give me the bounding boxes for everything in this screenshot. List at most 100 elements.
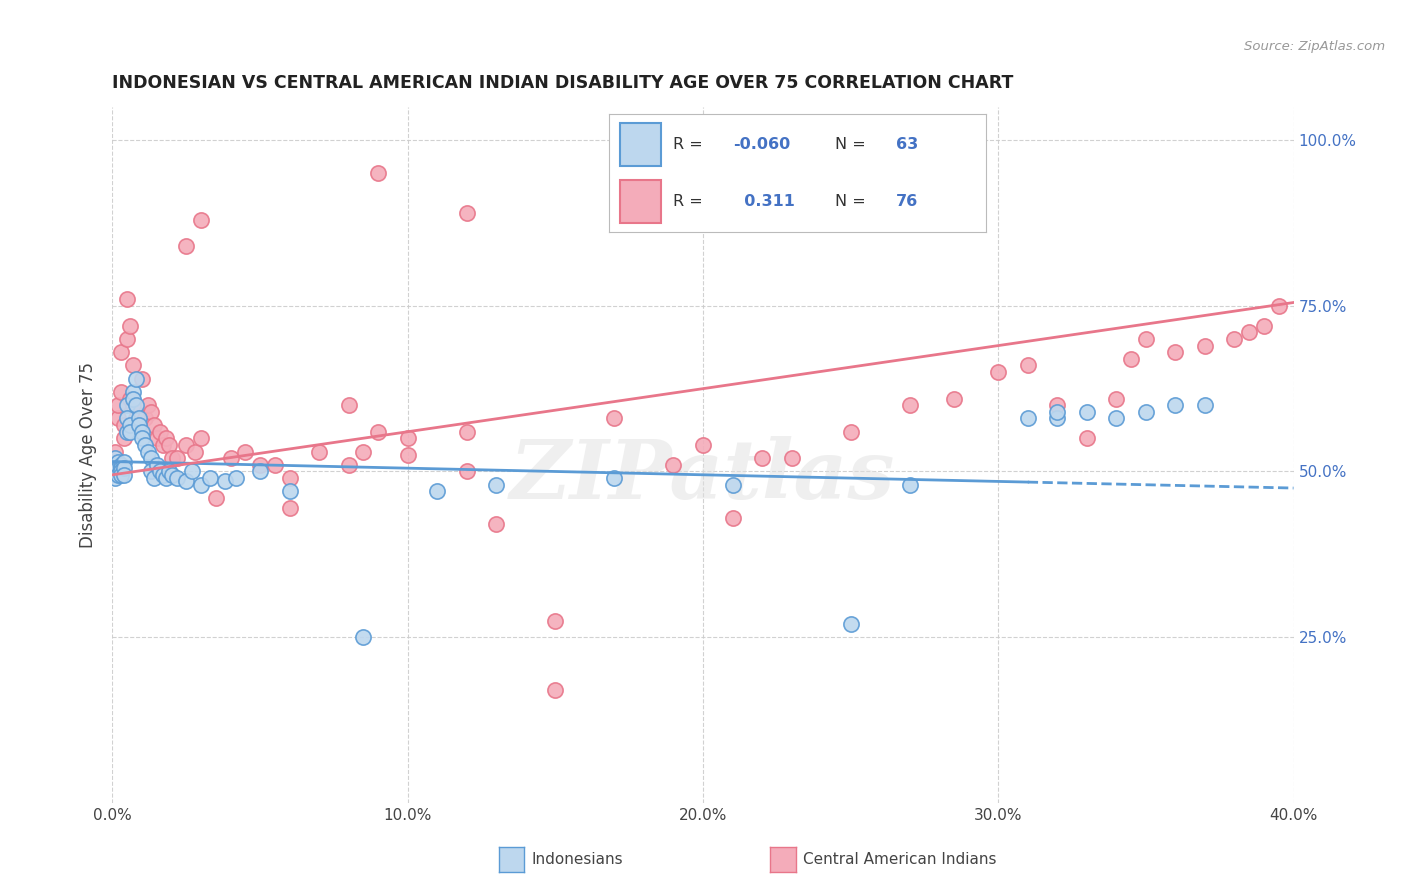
Point [249,458,271,472]
Point [117,411,138,425]
Point [125,411,148,425]
Point [485,477,508,491]
Point [160,451,183,466]
Point [146,431,169,445]
Point [205,491,228,505]
Point [1017,359,1039,373]
Point [149,425,172,439]
Point [107,398,129,412]
Point [1223,332,1246,346]
Point [278,500,301,515]
Point [1239,326,1261,340]
Point [278,484,301,499]
Point [190,477,212,491]
Point [117,398,138,412]
Point [662,458,685,472]
Point [122,359,145,373]
Point [1046,405,1069,419]
Point [225,471,247,485]
Point [125,372,148,386]
Point [120,425,142,439]
Point [942,392,965,406]
Point [396,448,419,462]
Point [367,166,389,180]
Point [367,425,389,439]
Point [898,477,921,491]
Point [249,465,271,479]
Text: ZIPatlas: ZIPatlas [510,436,896,516]
Point [120,418,142,433]
Point [117,332,138,346]
Point [190,431,212,445]
Text: Indonesians: Indonesians [531,853,623,867]
Point [128,411,150,425]
Point [166,451,188,466]
Point [987,365,1010,379]
Point [544,614,567,628]
Point [131,431,153,445]
Point [1164,398,1187,412]
Point [1076,431,1098,445]
Point [190,212,212,227]
Point [107,465,129,479]
Point [1046,411,1069,425]
Point [110,345,132,359]
Point [104,451,127,466]
Point [122,392,145,406]
Point [110,384,132,399]
Point [131,372,153,386]
Point [152,438,174,452]
Point [128,418,150,433]
Point [160,467,183,482]
Point [112,454,135,468]
Point [1194,398,1216,412]
Point [898,398,921,412]
Point [112,418,135,433]
Point [1135,332,1157,346]
Point [122,384,145,399]
Point [337,398,360,412]
Point [456,206,478,220]
Point [308,444,330,458]
Point [1268,299,1291,313]
Point [337,458,360,472]
Point [110,461,132,475]
Point [692,438,714,452]
Point [125,398,148,412]
Point [104,444,127,458]
Point [352,444,374,458]
Point [120,392,142,406]
Point [112,431,135,445]
Point [1046,398,1069,412]
Point [839,425,862,439]
Point [1105,411,1128,425]
Point [117,425,138,439]
Point [214,475,236,489]
Y-axis label: Disability Age Over 75: Disability Age Over 75 [79,362,97,548]
Point [426,484,449,499]
Point [107,461,129,475]
Point [122,398,145,412]
Point [1105,392,1128,406]
Point [264,458,287,472]
Point [721,477,744,491]
Point [120,318,142,333]
Point [104,465,127,479]
Point [166,471,188,485]
Point [174,438,197,452]
Point [104,465,127,479]
Point [110,467,132,482]
Point [485,517,508,532]
Point [107,467,129,482]
Point [603,471,626,485]
Point [104,471,127,485]
Text: INDONESIAN VS CENTRAL AMERICAN INDIAN DISABILITY AGE OVER 75 CORRELATION CHART: INDONESIAN VS CENTRAL AMERICAN INDIAN DI… [112,74,1014,92]
Point [107,454,129,468]
Point [117,292,138,306]
Point [142,471,165,485]
Point [155,431,177,445]
Point [396,431,419,445]
Point [352,630,374,644]
Point [278,471,301,485]
Point [456,425,478,439]
